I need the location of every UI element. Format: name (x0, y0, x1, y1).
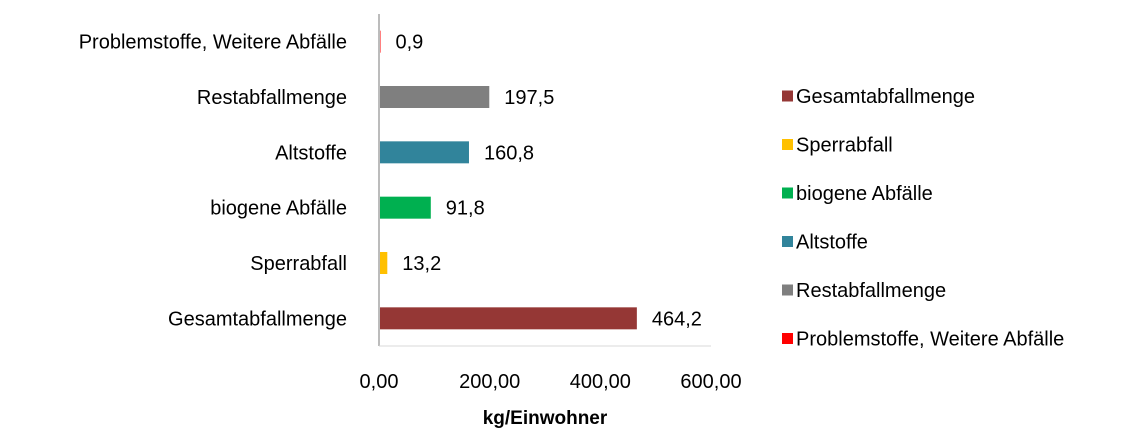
legend-swatch (782, 187, 793, 199)
value-label: 0,9 (395, 32, 423, 54)
legend-swatch (782, 90, 793, 102)
value-label: 91,8 (446, 198, 485, 220)
value-label: 160,8 (484, 142, 534, 164)
category-label: Gesamtabfallmenge (168, 308, 347, 330)
legend-swatch (782, 284, 793, 296)
category-label: biogene Abfälle (210, 198, 347, 220)
legend-label: Altstoffe (796, 232, 868, 254)
bar-5 (380, 86, 490, 108)
legend-label: biogene Abfälle (796, 183, 933, 205)
bar-1 (380, 307, 637, 330)
legend-label: Restabfallmenge (796, 280, 946, 302)
x-tick-label: 0,00 (360, 371, 399, 393)
plot-area: Gesamtabfallmenge Sperrabfall biogene Abfä… (79, 14, 742, 393)
category-label: Sperrabfall (250, 253, 347, 275)
bar-4 (380, 141, 469, 164)
category-labels: Gesamtabfallmenge Sperrabfall biogene Abfä… (79, 32, 347, 331)
category-label: Altstoffe (275, 142, 347, 164)
category-label: Restabfallmenge (197, 87, 347, 109)
legend-swatch (782, 139, 793, 150)
bar-2 (380, 252, 388, 274)
bars (380, 30, 637, 330)
value-label: 464,2 (652, 308, 702, 330)
legend: Gesamtabfallmenge Sperrabfall biogene Abfä… (782, 86, 1064, 351)
x-axis-title: kg/Einwohner (483, 408, 608, 429)
value-label: 197,5 (504, 87, 554, 109)
legend-label: Problemstoffe, Weitere Abfälle (796, 329, 1064, 351)
legend-swatch (782, 236, 793, 247)
value-label: 13,2 (402, 253, 441, 275)
category-label: Problemstoffe, Weitere Abfälle (79, 32, 347, 54)
x-tick-label: 400,00 (570, 371, 631, 393)
legend-swatch (782, 333, 793, 344)
value-labels: 464,2 13,2 91,8 160,8 197,5 0,9 (395, 32, 701, 331)
legend-label: Sperrabfall (796, 135, 893, 157)
x-tick-label: 600,00 (680, 371, 741, 393)
x-tick-label: 200,00 (459, 371, 520, 393)
x-tick-labels: 0,00 200,00 400,00 600,00 (360, 371, 742, 393)
legend-label: Gesamtabfallmenge (796, 86, 975, 108)
bar-3 (380, 196, 431, 219)
